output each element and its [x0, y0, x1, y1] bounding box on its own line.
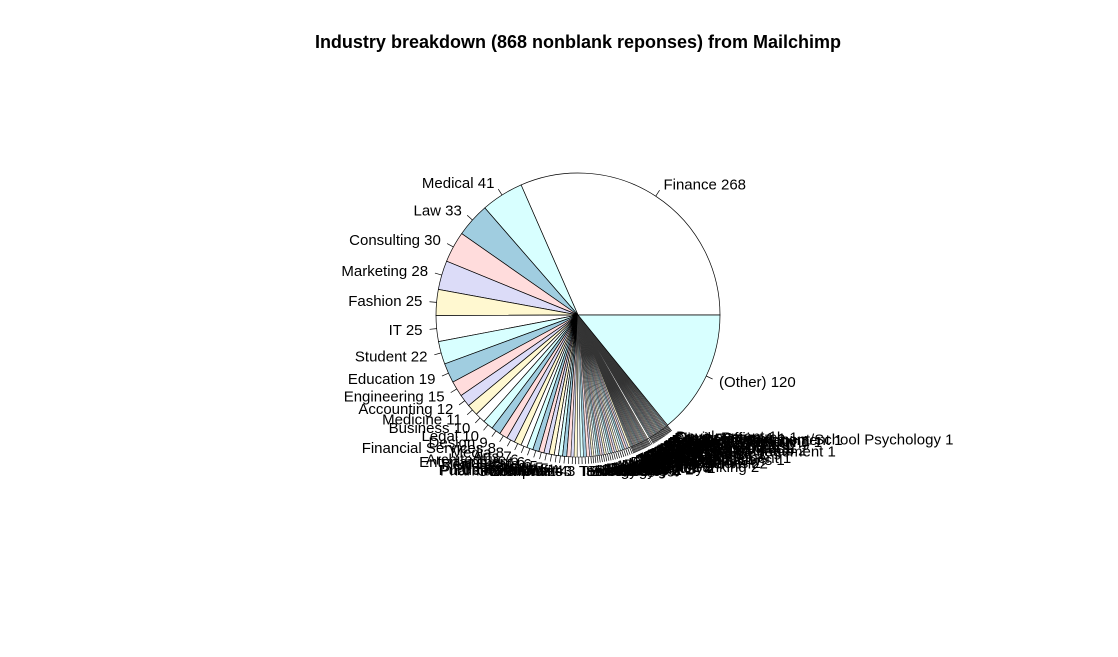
pie-label-tick	[498, 189, 502, 195]
pie-label: Law 33	[414, 203, 462, 220]
pie-label-tick	[507, 440, 510, 446]
pie-label-tick	[484, 425, 489, 430]
pie-label-tick	[540, 452, 542, 459]
pie-label-tick	[435, 273, 442, 275]
pie-label: Fashion 25	[348, 293, 422, 310]
pie-label-tick	[492, 431, 496, 437]
chart-title: Industry breakdown (868 nonblank reponse…	[315, 32, 841, 52]
pie-label-tick	[521, 446, 524, 453]
pie-label: Economics 3	[490, 463, 576, 480]
pie-label-tick	[475, 418, 480, 423]
pie-label-tick	[430, 329, 437, 330]
pie-label-tick	[515, 444, 518, 450]
pie-label-tick	[429, 302, 436, 303]
pie-label-tick	[527, 449, 529, 456]
pie-label: IT 25	[389, 322, 423, 339]
pie-label-tick	[622, 450, 624, 457]
pie-label: Development 1	[676, 429, 777, 446]
pie-label-tick	[467, 215, 472, 220]
pie-label-tick	[500, 436, 504, 442]
pie-label-tick	[534, 451, 536, 458]
pie-label: Student 22	[355, 349, 428, 366]
pie-label-tick	[467, 410, 472, 415]
pie-label-tick	[434, 353, 441, 355]
pie-label-tick	[447, 244, 453, 247]
pie-label-tick	[656, 190, 660, 196]
pie-label-other: (Other) 120	[719, 374, 796, 391]
pie-label-tick	[706, 376, 712, 379]
pie-label-tick	[624, 449, 626, 456]
pie-label: Education 19	[348, 371, 436, 388]
pie-label: Consulting 30	[349, 232, 441, 249]
pie-label: Finance 268	[663, 176, 746, 193]
pie-label-tick	[442, 373, 448, 376]
pie-label-tick	[626, 449, 628, 456]
pie-label-tick	[628, 448, 630, 455]
pie-label: Marketing 28	[341, 263, 428, 280]
pie-label-tick	[649, 438, 653, 444]
pie-label-tick	[451, 389, 457, 393]
pie-label-tick	[459, 401, 465, 405]
pie-slices	[436, 173, 720, 457]
pie-label: Medical 41	[422, 175, 495, 192]
pie-label-tick	[545, 453, 547, 460]
